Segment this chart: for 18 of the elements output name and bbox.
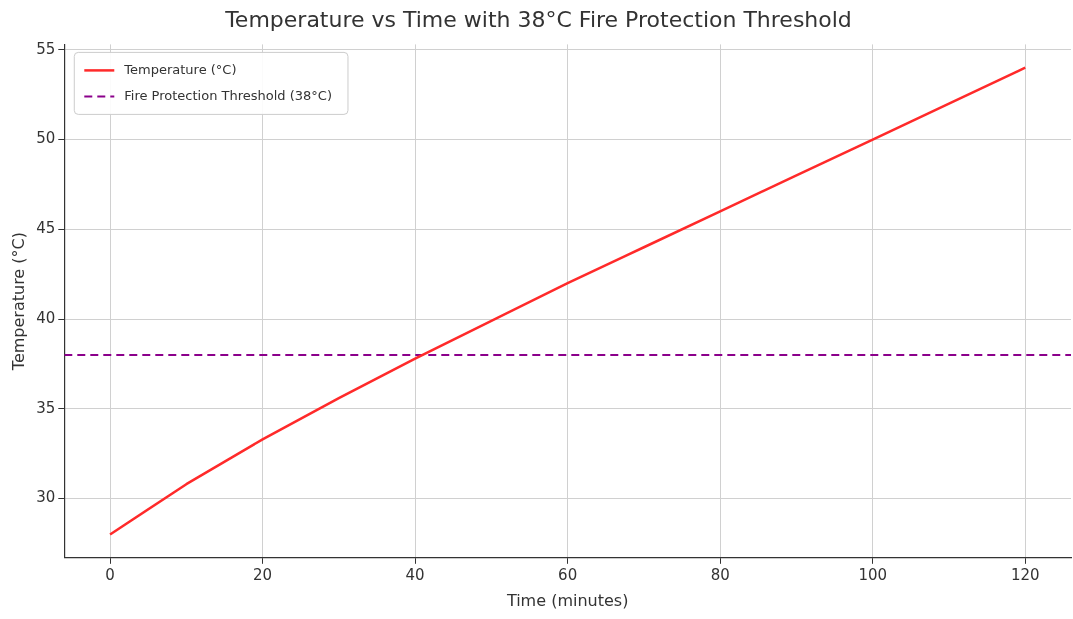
x-tick-label: 0 [105, 565, 115, 584]
y-tick-label: 45 [36, 219, 56, 238]
x-tick-label: 40 [405, 565, 425, 584]
x-tick-label: 100 [858, 565, 888, 584]
y-tick-label: 40 [36, 308, 56, 327]
legend-label: Temperature (°C) [123, 61, 237, 77]
x-tick-label: 60 [558, 565, 578, 584]
y-tick-label: 55 [36, 39, 56, 58]
x-tick-label: 120 [1010, 565, 1040, 584]
x-tick-label: 20 [253, 565, 273, 584]
y-axis-title: Temperature (°C) [8, 232, 28, 372]
y-tick-label: 35 [36, 398, 56, 417]
x-tick-label: 80 [710, 565, 730, 584]
y-tick-label: 50 [36, 129, 56, 148]
x-axis-title: Time (minutes) [505, 590, 629, 610]
legend-label: Fire Protection Threshold (38°C) [124, 87, 332, 103]
chart-title: Temperature vs Time with 38°C Fire Protection Threshold [224, 6, 852, 32]
y-tick-label: 30 [36, 488, 56, 507]
